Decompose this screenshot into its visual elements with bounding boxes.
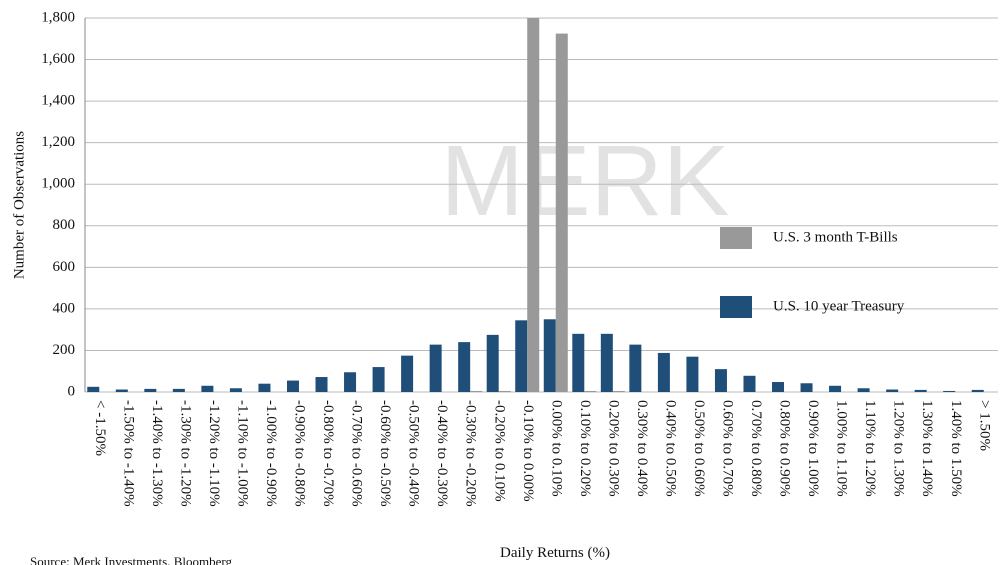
y-tick-label: 1,400 [41, 93, 75, 109]
bar [201, 385, 214, 392]
x-tick-label: 1.10% to 1.20% [862, 400, 878, 497]
bar [315, 377, 328, 392]
bar [714, 369, 727, 392]
y-tick-label: 400 [53, 300, 76, 316]
x-tick-label: 0.90% to 1.00% [805, 400, 821, 497]
source-note: Source: Merk Investments, Bloomberg [30, 554, 232, 565]
bar [772, 382, 785, 392]
bar [886, 389, 899, 392]
bar [543, 319, 556, 392]
bar [857, 388, 870, 392]
x-tick-label: -0.90% to -0.80% [292, 400, 308, 507]
bar [743, 375, 756, 392]
bar [172, 388, 185, 392]
y-tick-label: 800 [53, 217, 76, 233]
x-tick-label: -0.60% to -0.50% [377, 400, 393, 507]
x-tick-label: -0.20% to 0.10% [491, 400, 507, 502]
y-axis-title: Number of Observations [11, 131, 27, 279]
bar [572, 333, 585, 392]
bar [515, 320, 528, 392]
bar [943, 390, 956, 392]
x-tick-label: -1.30% to -1.20% [177, 400, 193, 507]
bar [144, 388, 157, 392]
bar [372, 367, 385, 392]
x-tick-label: 0.70% to 0.80% [748, 400, 764, 497]
x-tick-label: 0.50% to 0.60% [691, 400, 707, 497]
x-tick-label: -0.80% to -0.70% [320, 400, 336, 507]
x-tick-label: 0.40% to 0.50% [662, 400, 678, 497]
x-tick-label: 0.80% to 0.90% [777, 400, 793, 497]
y-tick-label: 1,000 [41, 176, 75, 192]
legend-swatch [720, 227, 752, 249]
bar [612, 390, 625, 392]
bar [657, 352, 670, 392]
x-tick-label: > 1.50% [976, 400, 992, 451]
bar [584, 390, 597, 392]
y-tick-label: 1,200 [41, 134, 75, 150]
x-tick-label: 0.20% to 0.30% [605, 400, 621, 497]
bar [229, 388, 242, 392]
bar [458, 342, 471, 392]
bar [470, 390, 483, 392]
x-tick-label: -0.40% to -0.30% [434, 400, 450, 507]
bar [914, 389, 927, 392]
bar [600, 333, 613, 392]
x-tick-label: 1.30% to 1.40% [919, 400, 935, 497]
x-tick-label: 1.20% to 1.30% [891, 400, 907, 497]
bar [429, 344, 442, 392]
legend-label: U.S. 10 year Treasury [773, 298, 905, 314]
bar [258, 383, 271, 392]
x-tick-label: 0.00% to 0.10% [548, 400, 564, 497]
bar [87, 386, 100, 392]
x-tick-label: -0.30% to -0.20% [463, 400, 479, 507]
x-tick-label: -1.50% to -1.40% [120, 400, 136, 507]
x-tick-label: 0.10% to 0.20% [577, 400, 593, 497]
x-tick-label: -1.20% to -1.10% [206, 400, 222, 507]
y-tick-label: 1,800 [41, 9, 75, 25]
bar [401, 355, 414, 392]
y-tick-label: 0 [68, 383, 76, 399]
x-tick-label: < -1.50% [92, 400, 108, 456]
watermark: MERK [441, 125, 730, 237]
x-tick-label: -0.70% to -0.60% [349, 400, 365, 507]
bar [527, 18, 540, 392]
x-tick-label: -0.50% to -0.40% [406, 400, 422, 507]
x-axis-title: Daily Returns (%) [500, 545, 610, 561]
x-tick-label: -1.40% to -1.30% [149, 400, 165, 507]
x-tick-label: -1.10% to -1.00% [234, 400, 250, 507]
bar [971, 389, 984, 392]
bar [286, 380, 299, 392]
bar [629, 344, 642, 392]
bar [498, 390, 511, 392]
y-tick-label: 600 [53, 259, 76, 275]
bar [344, 372, 357, 392]
bar [486, 334, 499, 392]
x-tick-label: -1.00% to -0.90% [263, 400, 279, 507]
x-tick-label: -0.10% to 0.00% [520, 400, 536, 502]
legend-swatch [720, 296, 752, 318]
x-tick-label: 0.30% to 0.40% [634, 400, 650, 497]
x-tick-label: 1.40% to 1.50% [948, 400, 964, 497]
legend-label: U.S. 3 month T-Bills [773, 229, 898, 245]
x-tick-label: 1.00% to 1.10% [834, 400, 850, 497]
bar [555, 33, 568, 392]
x-tick-label: 0.60% to 0.70% [720, 400, 736, 497]
y-tick-label: 200 [53, 342, 76, 358]
bar [115, 389, 128, 392]
y-tick-label: 1,600 [41, 51, 75, 67]
bar [829, 385, 842, 392]
bar [686, 356, 699, 392]
bar [800, 383, 813, 392]
